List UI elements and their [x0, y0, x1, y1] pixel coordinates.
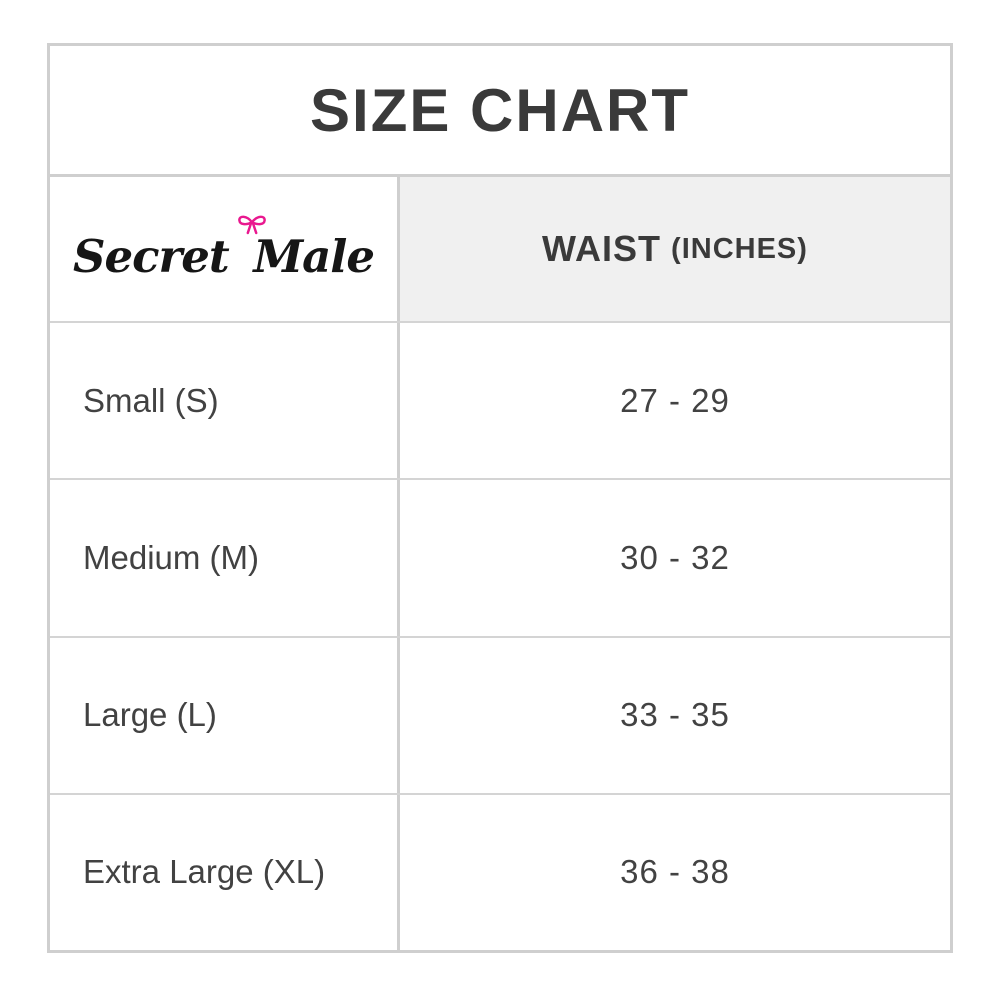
waist-value: 30 - 32 [620, 538, 730, 576]
size-label: Extra Large (XL) [50, 794, 400, 950]
brand-word-male: Male [237, 215, 375, 283]
brand-cell: Secret Male [50, 177, 400, 321]
table-row-medium: Medium (M) 30 - 32 [50, 480, 950, 638]
waist-value: 27 - 29 [620, 381, 730, 419]
table-row-small: Small (S) 27 - 29 [50, 323, 950, 481]
size-chart-table: SIZE CHART Secret Male WAIST (INCHES) [47, 43, 953, 953]
brand-word-secret: Secret [72, 229, 230, 283]
waist-header-label: WAIST [542, 228, 662, 269]
size-label: Large (L) [50, 637, 400, 793]
waist-header-unit: (INCHES) [671, 232, 808, 265]
waist-value: 36 - 38 [620, 853, 730, 891]
waist-value: 33 - 35 [620, 696, 730, 734]
page-title: SIZE CHART [310, 76, 690, 144]
size-label: Medium (M) [50, 480, 400, 636]
brand-logo: Secret Male [72, 215, 375, 283]
size-label: Small (S) [50, 323, 400, 479]
table-header-row: Secret Male WAIST (INCHES) [50, 177, 950, 323]
title-row: SIZE CHART [50, 46, 950, 177]
table-row-large: Large (L) 33 - 35 [50, 637, 950, 795]
brand-word-male-text: Male [253, 229, 375, 283]
waist-header-cell: WAIST (INCHES) [400, 177, 950, 321]
table-row-extra-large: Extra Large (XL) 36 - 38 [50, 794, 950, 950]
pink-bow-icon [237, 215, 266, 234]
